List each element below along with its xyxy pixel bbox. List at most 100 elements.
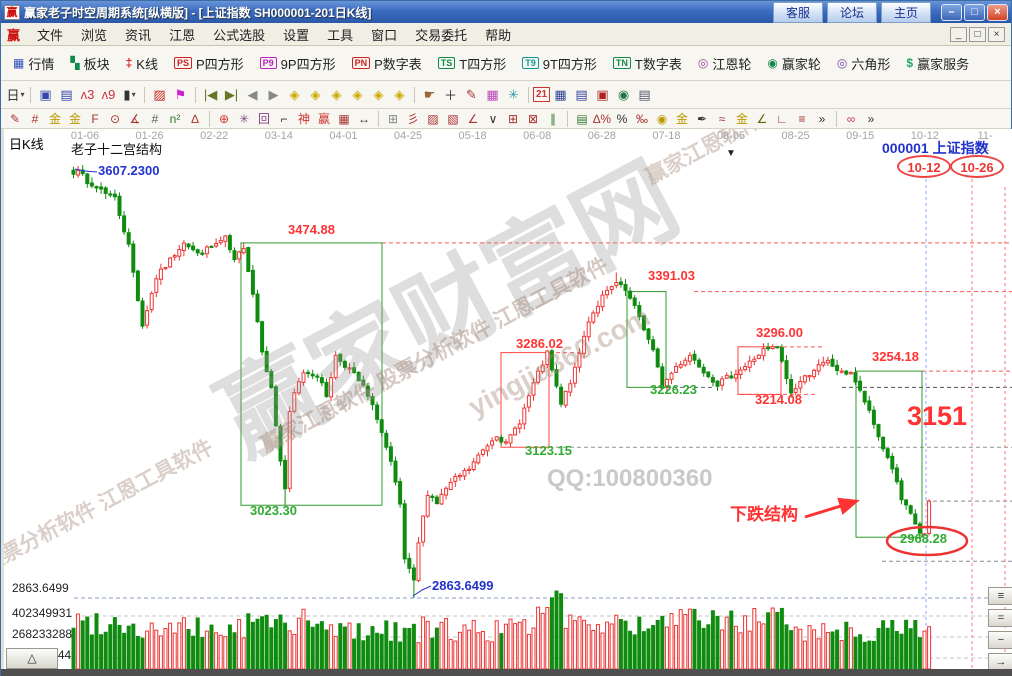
- close-button[interactable]: ×: [987, 3, 1008, 21]
- calculator-button[interactable]: ▦: [554, 86, 567, 102]
- gann-grid2-button[interactable]: ⊞: [507, 111, 519, 126]
- gann-wheel-button[interactable]: ◎ 江恩轮: [690, 54, 760, 73]
- kline-button[interactable]: ‡ K线: [118, 54, 166, 73]
- scale-medium-button[interactable]: =: [988, 609, 1012, 627]
- mark-pen-button[interactable]: ✎: [466, 86, 477, 102]
- gann-ruler-button[interactable]: #: [31, 111, 39, 126]
- angle-mark-button[interactable]: ⌐: [280, 111, 288, 126]
- calendar-button[interactable]: 21: [533, 87, 550, 102]
- parallel-button[interactable]: ∥: [550, 111, 556, 126]
- infinity-button[interactable]: ∞: [846, 111, 856, 126]
- percent-button[interactable]: %: [616, 111, 628, 126]
- titlebar-link-客服[interactable]: 客服: [772, 1, 823, 23]
- print-button[interactable]: ▤: [638, 86, 651, 102]
- minimize-button[interactable]: –: [941, 3, 962, 21]
- price-scale-button[interactable]: ▤: [576, 111, 588, 126]
- protractor-button[interactable]: ∡: [129, 111, 141, 126]
- fan-shade-button[interactable]: ▨: [427, 111, 439, 126]
- wave9-button[interactable]: ʌ9: [101, 87, 116, 102]
- menu-item-帮助[interactable]: 帮助: [485, 27, 512, 43]
- crosshair-button[interactable]: ＋: [443, 88, 457, 103]
- 9p-square-button[interactable]: P9 9P四方形: [252, 54, 344, 73]
- mdi-minimize-button[interactable]: _: [950, 26, 967, 42]
- 9t-square-button[interactable]: T9 9T四方形: [514, 54, 605, 73]
- golden-section-button[interactable]: 金: [48, 112, 61, 126]
- diamond-left-button[interactable]: ◈: [289, 86, 300, 102]
- first-bar-button[interactable]: |◀: [203, 86, 218, 102]
- period-select-button[interactable]: 日 ▾: [6, 88, 25, 103]
- menu-item-江恩[interactable]: 江恩: [169, 27, 196, 43]
- mdi-close-button[interactable]: ×: [988, 26, 1005, 42]
- percent-tri-button[interactable]: ∆%: [592, 111, 611, 126]
- scroll-right-button[interactable]: →: [988, 653, 1012, 669]
- hmeasure-button[interactable]: ↔: [358, 111, 370, 126]
- win-button[interactable]: 赢: [317, 112, 330, 126]
- save-button[interactable]: ▣: [596, 86, 609, 102]
- draw-brush-button[interactable]: ✎: [9, 111, 21, 126]
- last-bar-button[interactable]: ▶|: [224, 86, 239, 102]
- fan-button[interactable]: 彡: [406, 112, 419, 126]
- zigzag-button[interactable]: ∨: [488, 111, 498, 126]
- gann-box-button[interactable]: 回: [257, 112, 270, 126]
- winner-service-button[interactable]: $ 赢家服务: [898, 54, 977, 73]
- frame-button[interactable]: ▨: [153, 86, 166, 102]
- wave3-button[interactable]: ʌ3: [80, 87, 95, 102]
- info-list-button[interactable]: ▤: [60, 86, 73, 102]
- fib-button[interactable]: F: [91, 111, 99, 126]
- menu-item-工具[interactable]: 工具: [327, 27, 354, 43]
- gann-grid3-button[interactable]: ⊠: [527, 111, 539, 126]
- gold-circle-button[interactable]: ◉: [656, 111, 668, 126]
- wave-button[interactable]: ≈: [718, 111, 726, 126]
- titlebar-link-主页[interactable]: 主页: [880, 1, 931, 23]
- arc-button[interactable]: ⊙: [109, 111, 121, 126]
- flag-button[interactable]: ⚑: [174, 86, 187, 102]
- golden-ratio-button[interactable]: 金: [68, 112, 81, 126]
- square-num-button[interactable]: n²: [169, 111, 181, 126]
- set-square-button[interactable]: ∆: [191, 111, 199, 126]
- scale-compress-button[interactable]: ≡: [988, 587, 1012, 605]
- menu-item-公式选股[interactable]: 公式选股: [213, 27, 266, 43]
- diamond-hexpand-button[interactable]: ◈: [331, 86, 342, 102]
- more2-button[interactable]: »: [867, 111, 875, 126]
- gold-under-button[interactable]: 金: [735, 112, 748, 126]
- next-bar-button[interactable]: ▶: [268, 86, 279, 102]
- candle-style-button[interactable]: ▮ ▾: [123, 86, 136, 102]
- expand-volume-button[interactable]: △: [6, 648, 58, 669]
- gold-level-button[interactable]: 金: [675, 112, 688, 126]
- t-square-button[interactable]: TS T四方形: [430, 54, 514, 73]
- menu-item-窗口[interactable]: 窗口: [371, 27, 398, 43]
- angle-button[interactable]: ∠: [467, 111, 479, 126]
- t-number-button[interactable]: TN T数字表: [605, 54, 690, 73]
- diamond-full-button[interactable]: ◈: [394, 86, 405, 102]
- maximize-button[interactable]: □: [964, 3, 985, 21]
- menu-item-浏览[interactable]: 浏览: [81, 27, 108, 43]
- menu-item-交易委托[interactable]: 交易委托: [415, 27, 468, 43]
- memo-button[interactable]: ▤: [575, 86, 588, 102]
- diamond-hshrink-button[interactable]: ◈: [352, 86, 363, 102]
- diamond-right-button[interactable]: ◈: [310, 86, 321, 102]
- winner-wheel-button[interactable]: ◉ 赢家轮: [759, 54, 829, 73]
- titlebar-link-论坛[interactable]: 论坛: [826, 1, 877, 23]
- p-number-button[interactable]: PN P数字表: [344, 54, 430, 73]
- menu-item-文件[interactable]: 文件: [37, 27, 64, 43]
- menu-item-资讯[interactable]: 资讯: [125, 27, 152, 43]
- gann-star-button[interactable]: ✳: [238, 111, 250, 126]
- gann-center-button[interactable]: ⊕: [218, 111, 230, 126]
- layout-button[interactable]: ▣: [39, 86, 52, 102]
- pan-hand-button[interactable]: ☛: [423, 86, 436, 102]
- menu-item-设置[interactable]: 设置: [283, 27, 310, 43]
- ink-button[interactable]: ✒: [696, 111, 708, 126]
- scale-expand-button[interactable]: −: [988, 631, 1012, 649]
- p-square-button[interactable]: PS P四方形: [166, 54, 252, 73]
- mdi-restore-button[interactable]: □: [969, 26, 986, 42]
- jangle-button[interactable]: ∠: [756, 111, 768, 126]
- grid123-button[interactable]: ▦: [338, 111, 350, 126]
- fan-shade2-button[interactable]: ▧: [447, 111, 459, 126]
- shen-button[interactable]: 神: [297, 112, 310, 126]
- grid-mark-button[interactable]: ▦: [486, 86, 499, 102]
- color-mark-button[interactable]: ✳: [508, 86, 519, 102]
- fangle-button[interactable]: ∟: [776, 111, 788, 126]
- percent-line-button[interactable]: ‰: [636, 111, 648, 126]
- more-tools-button[interactable]: »: [818, 111, 826, 126]
- multiline-button[interactable]: ≡: [798, 111, 806, 126]
